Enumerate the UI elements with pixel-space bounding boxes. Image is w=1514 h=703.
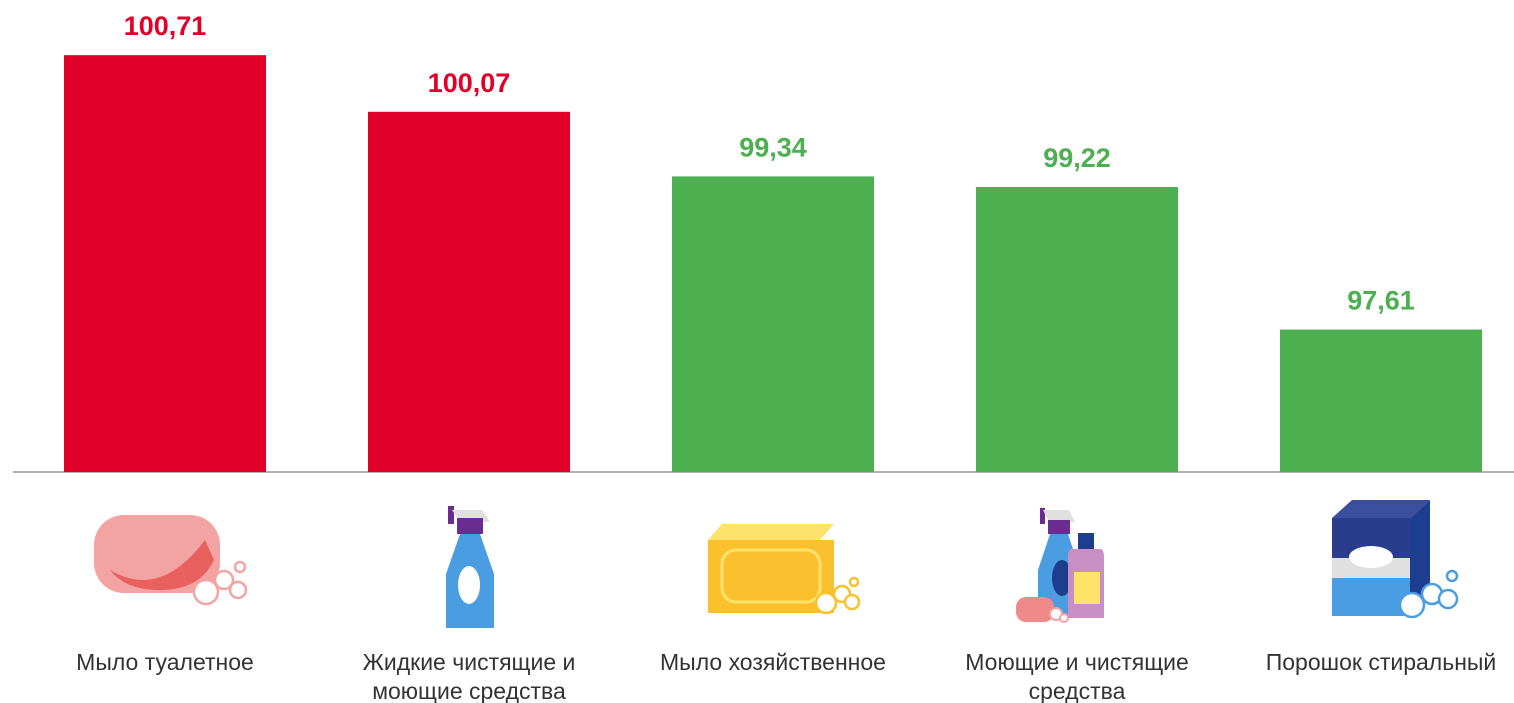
icon-bar-soap [708,524,859,613]
icons [94,500,1457,628]
bar [64,55,266,472]
category-label: Моющие и чистящие средства [952,648,1202,703]
value-label: 100,07 [428,68,511,98]
bar [1280,330,1482,472]
bar [976,187,1178,472]
value-label: 99,22 [1043,143,1111,173]
value-label: 97,61 [1347,286,1415,316]
value-label: 99,34 [739,132,807,162]
chart: 100,71 100,07 99,34 99,22 97,61 Мыло туалетн… [0,0,1514,703]
chart-svg: 100,71 100,07 99,34 99,22 97,61 [0,0,1514,703]
bar [672,176,874,472]
category-label: Мыло хозяйственное [633,648,913,677]
bar [368,112,570,472]
value-label: 100,71 [124,11,207,41]
category-label: Мыло туалетное [25,648,305,677]
icon-spray [446,506,494,628]
icon-cleaners [1016,508,1104,622]
category-label: Порошок стиральный [1241,648,1514,677]
icon-powder [1332,500,1457,617]
category-label: Жидкие чистящие и моющие средства [344,648,594,703]
